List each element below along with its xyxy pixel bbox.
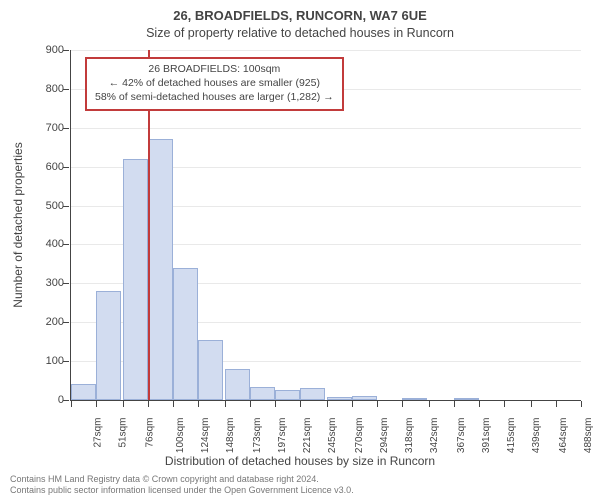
title-main: 26, BROADFIELDS, RUNCORN, WA7 6UE	[0, 8, 600, 23]
x-tick	[377, 401, 378, 407]
x-tick-label: 51sqm	[118, 418, 129, 448]
histogram-bar	[96, 291, 121, 400]
x-tick-label: 439sqm	[531, 418, 542, 454]
x-tick	[479, 401, 480, 407]
x-tick	[300, 401, 301, 407]
y-tick-label: 100	[34, 356, 64, 367]
y-tick-label: 400	[34, 239, 64, 250]
y-axis-label: Number of detached properties	[11, 142, 25, 307]
histogram-bar	[352, 396, 377, 400]
histogram-bar	[300, 388, 325, 400]
x-tick	[556, 401, 557, 407]
x-tick-label: 294sqm	[379, 418, 390, 454]
x-tick	[198, 401, 199, 407]
x-tick	[581, 401, 582, 407]
x-tick-label: 391sqm	[481, 418, 492, 454]
footer-line1: Contains HM Land Registry data © Crown c…	[10, 474, 354, 485]
histogram-bar	[123, 159, 148, 400]
histogram-bar	[148, 139, 173, 400]
footer: Contains HM Land Registry data © Crown c…	[10, 474, 354, 497]
y-tick-label: 0	[34, 395, 64, 406]
x-tick-label: 27sqm	[93, 418, 104, 448]
x-tick-label: 148sqm	[225, 418, 236, 454]
annotation-line2: ← 42% of detached houses are smaller (92…	[95, 76, 334, 90]
y-tick-label: 900	[34, 45, 64, 56]
x-tick	[173, 401, 174, 407]
x-tick	[250, 401, 251, 407]
y-tick-label: 600	[34, 162, 64, 173]
footer-line2: Contains public sector information licen…	[10, 485, 354, 496]
histogram-bar	[71, 384, 96, 400]
x-tick-label: 221sqm	[302, 418, 313, 454]
plot-area: 26 BROADFIELDS: 100sqm ← 42% of detached…	[70, 50, 581, 401]
y-tick-label: 500	[34, 201, 64, 212]
title-sub: Size of property relative to detached ho…	[0, 26, 600, 40]
histogram-bar	[402, 398, 427, 400]
histogram-bar	[275, 390, 300, 401]
histogram-bar	[327, 397, 352, 400]
y-tick-label: 300	[34, 278, 64, 289]
y-tick-label: 700	[34, 123, 64, 134]
x-tick-label: 76sqm	[144, 418, 155, 448]
annotation-box: 26 BROADFIELDS: 100sqm ← 42% of detached…	[85, 57, 344, 111]
x-tick	[531, 401, 532, 407]
chart-root: 26, BROADFIELDS, RUNCORN, WA7 6UE Size o…	[0, 0, 600, 500]
y-tick-label: 800	[34, 84, 64, 95]
x-tick	[429, 401, 430, 407]
x-tick	[454, 401, 455, 407]
annotation-line1: 26 BROADFIELDS: 100sqm	[95, 62, 334, 76]
x-axis-label: Distribution of detached houses by size …	[0, 454, 600, 468]
histogram-bar	[454, 398, 479, 400]
x-tick	[123, 401, 124, 407]
x-tick-label: 415sqm	[506, 418, 517, 454]
x-tick-label: 197sqm	[277, 418, 288, 454]
x-tick	[352, 401, 353, 407]
x-tick-label: 367sqm	[456, 418, 467, 454]
x-tick-label: 318sqm	[404, 418, 415, 454]
x-tick	[148, 401, 149, 407]
x-tick-label: 488sqm	[583, 418, 594, 454]
x-tick-label: 342sqm	[429, 418, 440, 454]
x-tick	[275, 401, 276, 407]
histogram-bar	[250, 387, 275, 400]
histogram-bar	[198, 340, 223, 400]
x-tick	[96, 401, 97, 407]
y-tick-label: 200	[34, 317, 64, 328]
x-tick	[71, 401, 72, 407]
x-tick-label: 124sqm	[200, 418, 211, 454]
x-tick	[504, 401, 505, 407]
x-tick-label: 464sqm	[558, 418, 569, 454]
x-tick-label: 100sqm	[175, 418, 186, 454]
annotation-line3: 58% of semi-detached houses are larger (…	[95, 90, 334, 104]
histogram-bar	[225, 369, 250, 400]
x-tick-label: 173sqm	[252, 418, 263, 454]
x-tick-label: 270sqm	[354, 418, 365, 454]
x-tick	[327, 401, 328, 407]
histogram-bar	[173, 268, 198, 400]
x-tick	[402, 401, 403, 407]
x-tick	[225, 401, 226, 407]
x-tick-label: 245sqm	[327, 418, 338, 454]
